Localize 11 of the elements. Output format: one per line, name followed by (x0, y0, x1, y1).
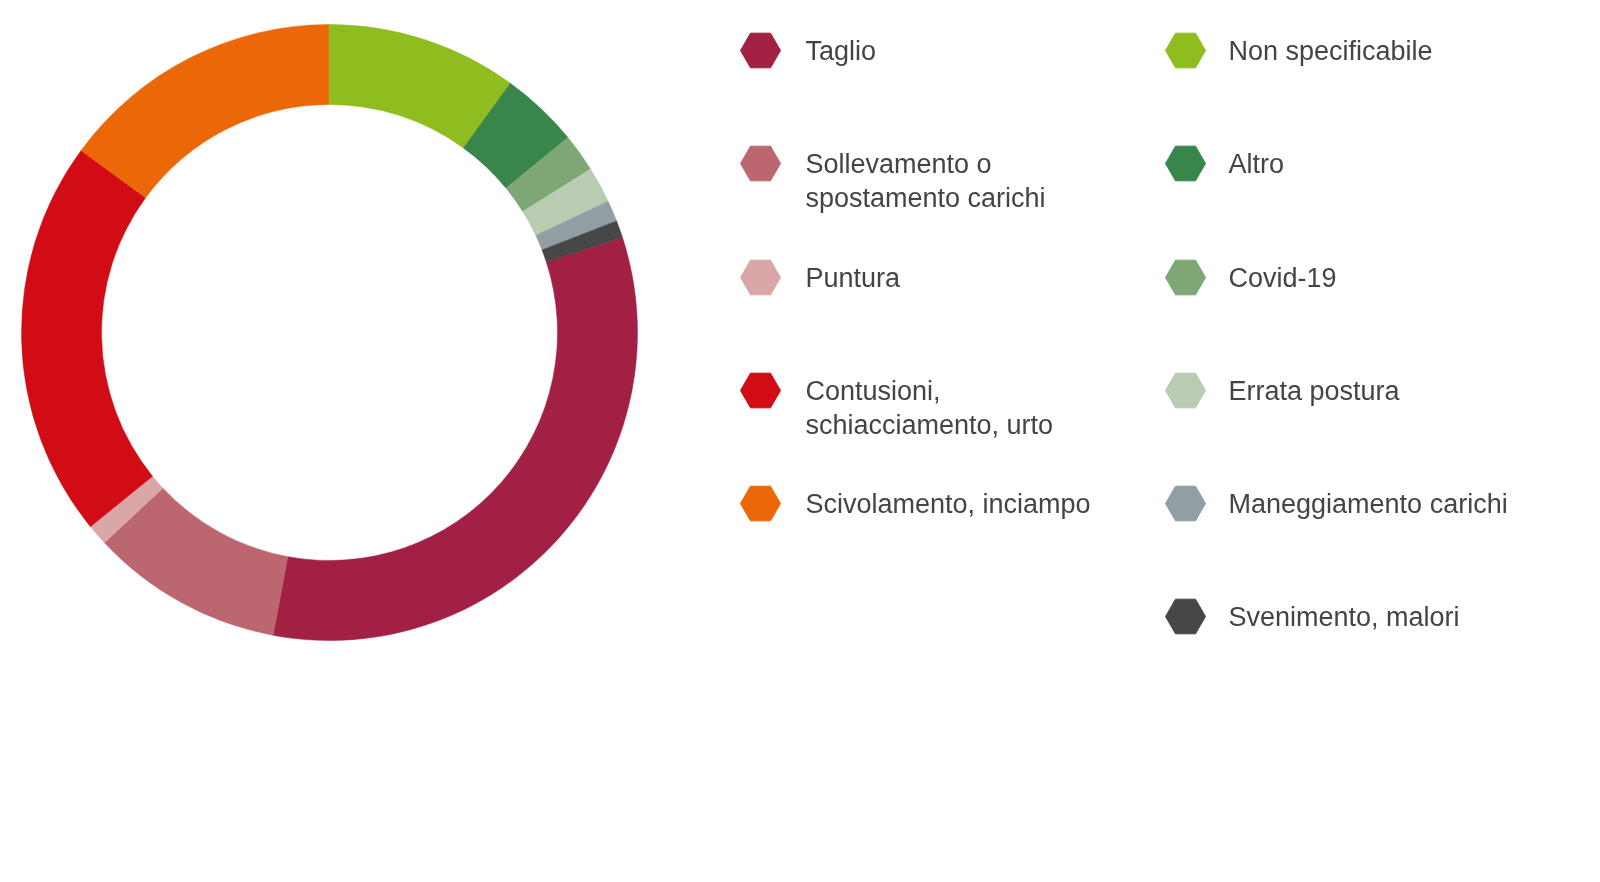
legend-label: Errata postura (1228, 375, 1401, 406)
legend-label: Taglio (805, 35, 877, 66)
legend-label: Non specificabile (1228, 35, 1433, 66)
legend-label: Scivolamento, inciampo (805, 488, 1091, 519)
legend-label: Altro (1228, 148, 1285, 179)
legend-label: Puntura (805, 262, 902, 293)
legend-label: Svenimento, malori (1228, 601, 1460, 632)
legend-label: Maneggiamento carichi (1228, 488, 1508, 519)
legend-label: Covid-19 (1228, 262, 1337, 293)
legend-label: Contusioni, schiacciamento, urto (805, 375, 1054, 440)
legend-label: Sollevamento o spostamento carichi (805, 148, 1046, 213)
